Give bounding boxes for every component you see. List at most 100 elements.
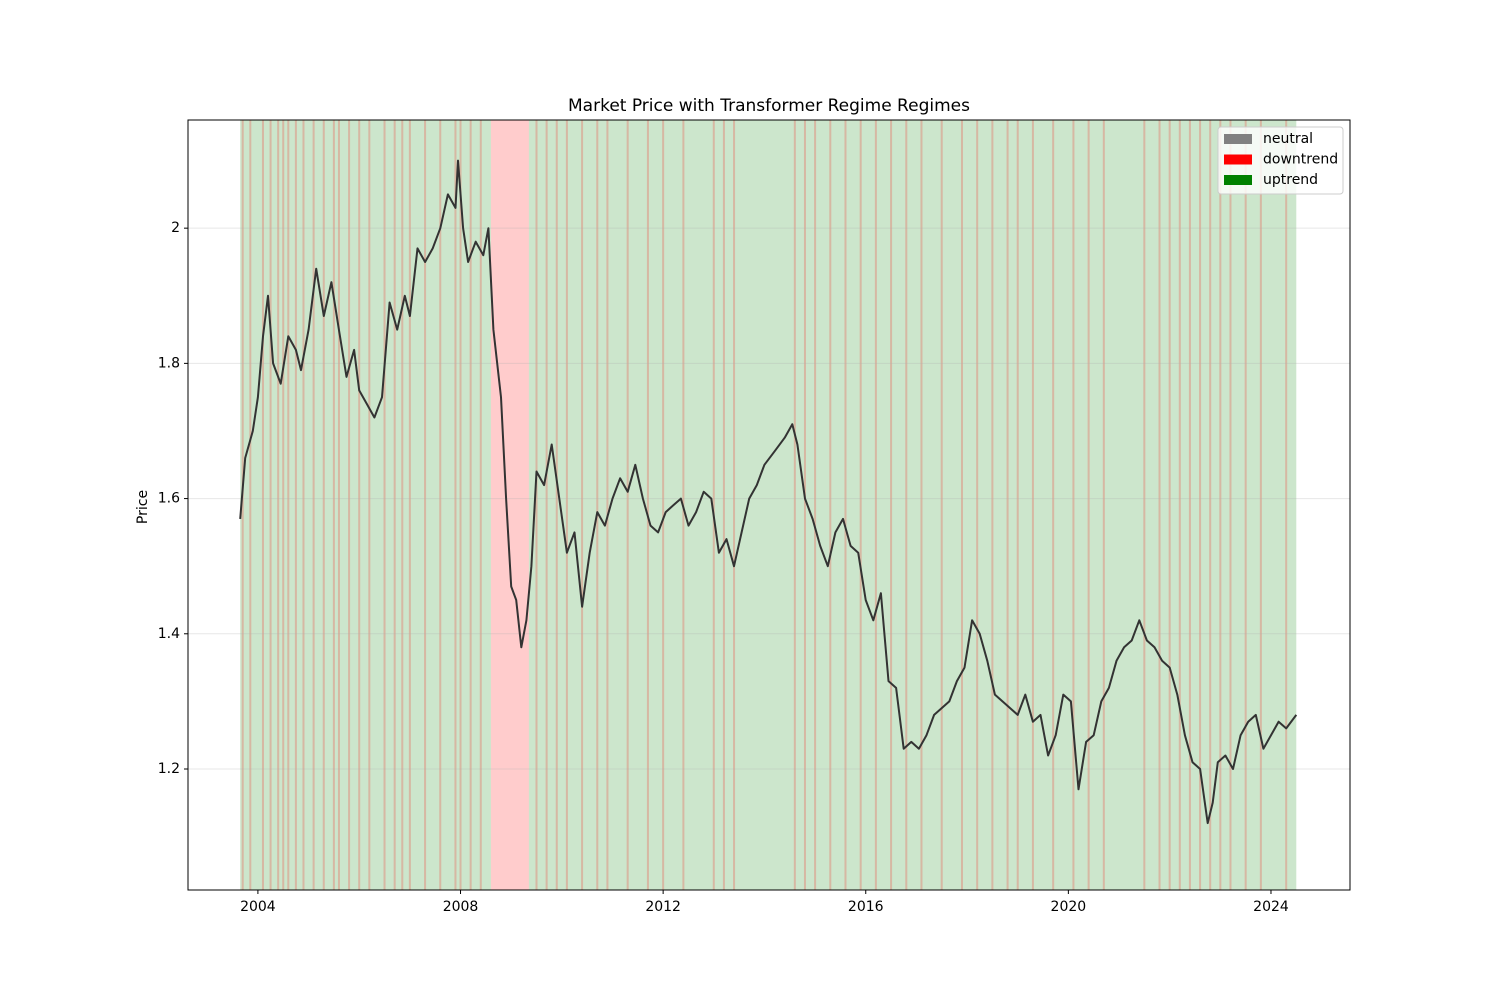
regime-band: [991, 120, 994, 890]
legend-swatch: [1224, 134, 1252, 144]
regime-band: [479, 120, 482, 890]
regime-band: [302, 120, 305, 890]
y-tick-label: 1.4: [158, 626, 180, 642]
regime-band: [722, 120, 725, 890]
legend: neutral downtrend uptrend: [1217, 126, 1344, 195]
regime-band: [332, 120, 335, 890]
regime-band: [565, 120, 568, 890]
regime-band: [294, 120, 297, 890]
regime-band: [555, 120, 558, 890]
regime-band: [1087, 120, 1090, 890]
regime-band: [733, 120, 736, 890]
legend-swatch: [1224, 175, 1252, 185]
regime-band: [358, 120, 361, 890]
regime-band: [240, 120, 491, 890]
regime-band: [905, 120, 908, 890]
regime-band: [606, 120, 609, 890]
regime-band: [1072, 120, 1075, 890]
regime-band: [940, 120, 943, 890]
x-tick-label: 2008: [443, 899, 479, 915]
regime-band: [1143, 120, 1146, 890]
regime-band: [261, 120, 264, 890]
x-tick-label: 2020: [1051, 899, 1087, 915]
regime-band: [920, 120, 923, 890]
regime-band: [439, 120, 442, 890]
regime-band: [282, 120, 285, 890]
regime-band: [348, 120, 351, 890]
regime-band: [545, 120, 548, 890]
regime-band: [814, 120, 817, 890]
regime-band: [859, 120, 862, 890]
regime-band: [596, 120, 599, 890]
legend-label: uptrend: [1263, 172, 1318, 188]
regime-band: [1199, 120, 1202, 890]
regime-band: [1168, 120, 1171, 890]
regime-band: [401, 120, 404, 890]
x-tick-label: 2016: [848, 899, 884, 915]
regime-band: [1244, 120, 1247, 890]
regime-band: [712, 120, 715, 890]
grid: 1.2 1.4 1.6 1.8 2 2004 2008 2012 2016 2020 2024: [158, 220, 1350, 915]
regime-band: [1102, 120, 1105, 890]
regime-band: [1158, 120, 1161, 890]
regime-band: [459, 120, 462, 890]
regime-band: [626, 120, 629, 890]
regime-band: [803, 120, 806, 890]
regime-band: [269, 120, 272, 890]
regime-band: [337, 120, 340, 890]
regime-band: [241, 120, 244, 890]
regime-band: [454, 120, 457, 890]
regime-band: [976, 120, 979, 890]
regime-band: [1031, 120, 1034, 890]
regime-band: [1219, 120, 1222, 890]
regime-band: [793, 120, 796, 890]
regime-band: [662, 120, 665, 890]
regime-band: [1016, 120, 1019, 890]
regime-band: [1285, 120, 1288, 890]
regime-band: [1052, 120, 1055, 890]
x-tick-label: 2024: [1253, 899, 1289, 915]
legend-label: neutral: [1263, 131, 1313, 147]
y-tick-label: 1.6: [158, 491, 180, 507]
regime-band: [312, 120, 315, 890]
regime-band: [528, 120, 1297, 890]
price-line: [239, 159, 1298, 825]
regime-band: [829, 120, 832, 890]
y-tick-label: 1.2: [158, 761, 180, 777]
x-tick-label: 2004: [240, 899, 276, 915]
x-tick-label: 2012: [645, 899, 681, 915]
regime-band: [1209, 120, 1212, 890]
regime-band: [844, 120, 847, 890]
regime-band: [469, 120, 472, 890]
regime-band: [424, 120, 427, 890]
legend-label: downtrend: [1263, 152, 1338, 168]
regime-band: [368, 120, 371, 890]
regime-band: [490, 120, 529, 890]
regime-band: [249, 120, 252, 890]
regime-band: [581, 120, 584, 890]
regime-band: [322, 120, 325, 890]
legend-swatch: [1224, 154, 1252, 165]
regime-band: [1188, 120, 1191, 890]
chart-title: Market Price with Transformer Regime Reg…: [568, 96, 970, 116]
plot: [239, 159, 1298, 825]
regime-band: [287, 120, 290, 890]
regime-band: [1259, 120, 1262, 890]
regime-band: [383, 120, 386, 890]
regime-band: [890, 120, 893, 890]
axes-frame: [187, 119, 1351, 891]
regime-band: [535, 120, 538, 890]
regime-bands: [240, 120, 1297, 890]
regime-band: [1178, 120, 1181, 890]
regime-band: [1229, 120, 1232, 890]
y-axis-label: Price: [135, 490, 151, 524]
y-tick-label: 1.8: [158, 355, 180, 371]
regime-band: [646, 120, 649, 890]
regime-band: [960, 120, 964, 890]
regime-band: [408, 120, 411, 890]
regime-band: [393, 120, 396, 890]
regime-band: [1006, 120, 1009, 890]
regime-band: [874, 120, 877, 890]
regime-band: [277, 120, 280, 890]
